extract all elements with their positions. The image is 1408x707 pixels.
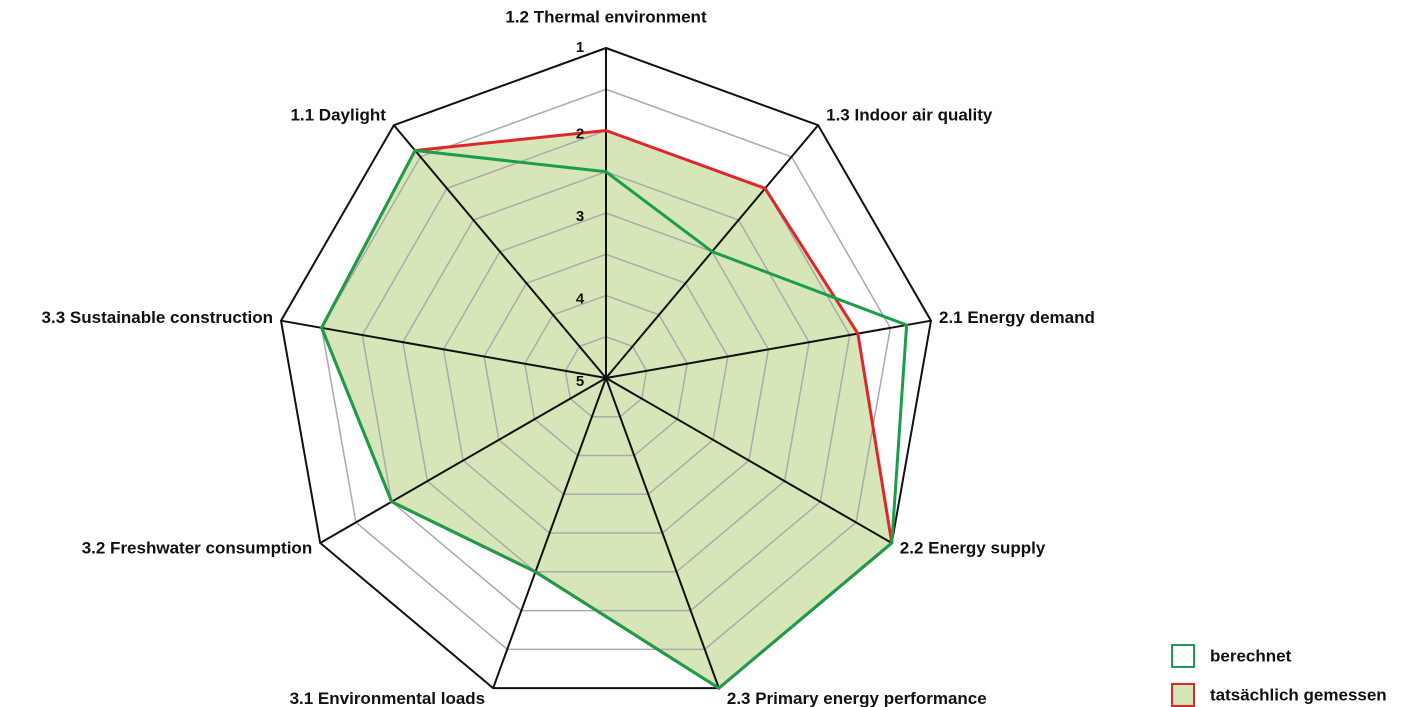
axis-label: 1.2 Thermal environment (505, 7, 707, 26)
legend-label: tatsächlich gemessen (1210, 685, 1387, 704)
r-tick-label: 5 (576, 373, 584, 390)
axis-label: 2.1 Energy demand (939, 308, 1095, 327)
grid-ring (320, 88, 892, 651)
grid-ring (483, 253, 729, 496)
axis-label: 3.3 Sustainable construction (42, 308, 273, 327)
axis-label: 1.3 Indoor air quality (826, 105, 993, 124)
r-tick-label: 3 (576, 208, 584, 225)
series-fill (321, 130, 892, 689)
grid-ring (402, 170, 810, 573)
axis-label: 3.1 Environmental loads (290, 689, 486, 707)
axis-spoke (605, 319, 932, 379)
axis-label: 3.2 Freshwater consumption (82, 538, 313, 557)
axis-spoke (605, 377, 720, 689)
grid-ring (279, 46, 933, 690)
axis-label: 2.3 Primary energy performance (727, 689, 987, 707)
axis-label: 1.1 Daylight (290, 105, 386, 124)
axis-spoke (492, 377, 607, 689)
legend-swatch (1171, 644, 1195, 668)
series-line (319, 148, 909, 690)
grid-ring (564, 335, 648, 418)
axis-spoke (605, 377, 893, 544)
r-tick-label: 4 (576, 290, 585, 307)
legend-swatch (1171, 683, 1195, 707)
legend-label: berechnet (1210, 646, 1292, 665)
axis-label: 2.2 Energy supply (900, 538, 1046, 557)
axis-spoke (319, 377, 607, 544)
axis-spoke (280, 319, 607, 379)
grid-ring (523, 294, 689, 457)
axis-spoke (393, 124, 607, 379)
grid-ring (442, 212, 770, 534)
r-tick-label: 2 (576, 125, 584, 142)
grid-ring (361, 129, 851, 612)
r-tick-label: 1 (576, 39, 584, 56)
